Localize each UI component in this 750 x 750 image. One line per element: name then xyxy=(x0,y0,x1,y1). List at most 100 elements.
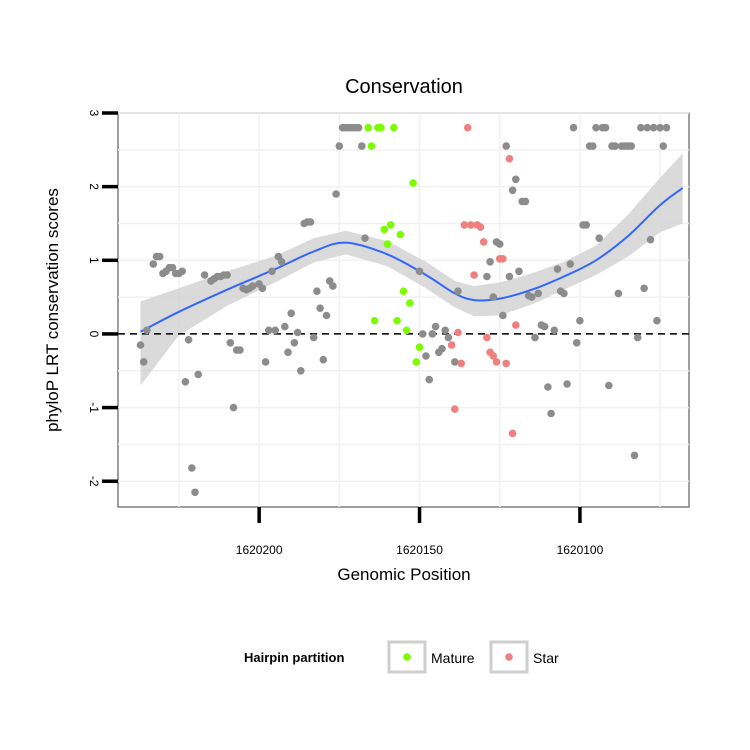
point-other xyxy=(662,123,671,132)
point-other xyxy=(422,352,430,360)
point-star xyxy=(479,238,488,246)
point-other xyxy=(515,267,523,276)
point-other xyxy=(589,142,597,150)
point-star xyxy=(499,254,507,263)
point-other xyxy=(297,367,305,375)
y-tick-label: -2 xyxy=(87,476,101,487)
point-other xyxy=(415,267,424,276)
point-star xyxy=(512,321,520,329)
point-other xyxy=(425,375,434,384)
point-mature xyxy=(380,225,389,234)
point-other xyxy=(441,326,450,335)
point-other xyxy=(168,263,177,272)
point-other xyxy=(512,175,520,184)
point-mature xyxy=(402,326,411,335)
data-points xyxy=(136,123,671,497)
point-other xyxy=(627,142,636,150)
point-other xyxy=(143,326,151,335)
point-other xyxy=(139,358,148,366)
point-other xyxy=(293,328,302,337)
point-other xyxy=(277,258,286,266)
point-other xyxy=(508,186,517,195)
point-star xyxy=(502,359,511,368)
point-other xyxy=(592,123,600,132)
point-mature xyxy=(415,343,424,352)
x-axis: 1620200 1620150 1620100 xyxy=(236,507,604,557)
point-other xyxy=(309,333,318,342)
point-other xyxy=(601,123,610,132)
point-mature xyxy=(364,123,373,132)
point-other xyxy=(659,142,668,150)
point-mature xyxy=(393,316,401,325)
point-mature xyxy=(367,142,376,150)
point-other xyxy=(184,336,193,344)
point-other xyxy=(284,348,292,357)
point-other xyxy=(531,333,539,342)
legend-mature-label: Mature xyxy=(431,650,475,666)
y-axis-title: phyloP LRT conservation scores xyxy=(43,188,62,432)
smooth-line xyxy=(140,187,684,333)
point-mature xyxy=(406,299,414,307)
point-other xyxy=(319,355,328,364)
point-other xyxy=(155,252,164,261)
point-other xyxy=(194,370,202,379)
point-star xyxy=(454,328,462,337)
y-tick-label: -1 xyxy=(87,402,101,413)
point-other xyxy=(576,316,584,325)
y-tick-label: 0 xyxy=(87,331,101,338)
point-other xyxy=(495,240,504,248)
point-other xyxy=(444,333,453,342)
legend: Hairpin partition Mature Star xyxy=(244,640,559,674)
point-other xyxy=(431,322,440,331)
point-other xyxy=(451,358,459,366)
point-other xyxy=(605,381,613,390)
point-other xyxy=(595,234,603,242)
point-other xyxy=(258,284,267,293)
point-other xyxy=(329,282,337,290)
point-other xyxy=(200,271,209,279)
point-other xyxy=(547,409,555,418)
point-other xyxy=(229,403,238,412)
point-star xyxy=(457,359,466,368)
confidence-band-area xyxy=(140,153,683,386)
y-axis: -2 -1 0 1 2 3 xyxy=(87,110,118,487)
point-other xyxy=(569,123,578,132)
point-other xyxy=(454,287,462,296)
point-star xyxy=(508,429,517,438)
point-mature xyxy=(390,123,398,132)
point-other xyxy=(486,258,494,266)
point-other xyxy=(271,326,280,335)
point-other xyxy=(181,378,190,386)
point-other xyxy=(540,322,549,331)
x-axis-title: Genomic Position xyxy=(337,565,470,584)
x-tick-label: 1620150 xyxy=(396,543,443,557)
point-other xyxy=(428,330,437,338)
point-other xyxy=(656,123,664,132)
x-tick-label: 1620200 xyxy=(236,543,283,557)
chart-title: Conservation xyxy=(345,76,463,98)
point-other xyxy=(354,123,363,132)
point-star xyxy=(451,405,459,413)
point-other xyxy=(322,311,331,320)
point-other xyxy=(611,142,619,150)
point-other xyxy=(149,260,158,268)
point-mature xyxy=(383,240,392,248)
point-other xyxy=(136,341,145,349)
point-other xyxy=(489,293,498,301)
point-other xyxy=(614,289,623,298)
point-other xyxy=(572,339,581,347)
y-tick-label: 2 xyxy=(87,183,101,190)
point-other xyxy=(361,234,369,242)
legend-star-dot xyxy=(505,653,513,661)
point-other xyxy=(248,282,257,290)
point-mature xyxy=(396,230,405,239)
point-other xyxy=(223,271,231,279)
legend-title: Hairpin partition xyxy=(244,650,344,665)
point-other xyxy=(653,316,661,325)
point-mature xyxy=(409,179,417,187)
point-other xyxy=(637,123,645,132)
point-other xyxy=(502,142,511,150)
point-other xyxy=(287,309,296,318)
point-other xyxy=(483,272,491,281)
